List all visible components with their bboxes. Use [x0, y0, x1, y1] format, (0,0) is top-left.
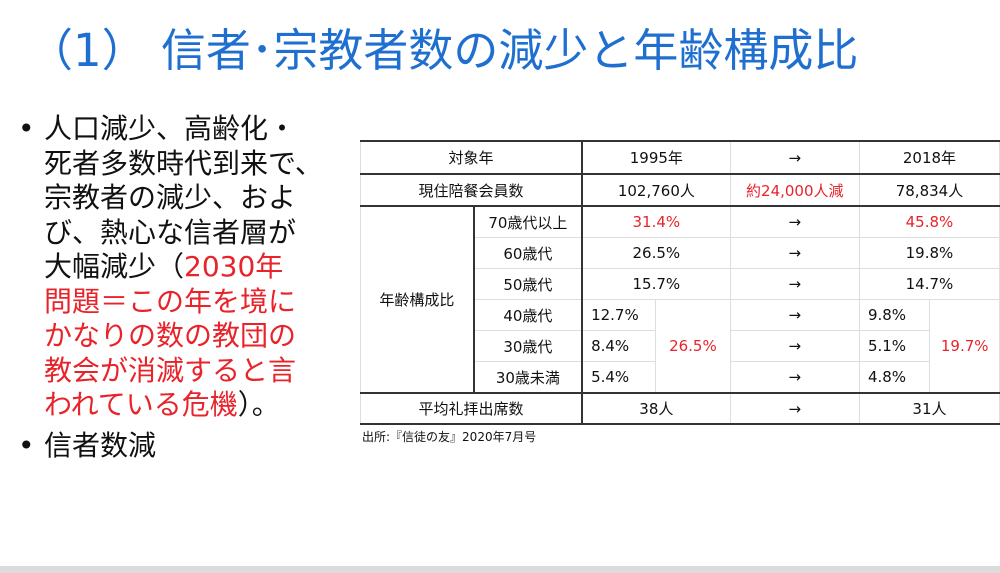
highlight-text: 2030年 — [184, 250, 284, 283]
bullet-line: 大幅減少（2030年 — [18, 250, 323, 285]
cell-2018: 78,834人 — [858, 173, 1000, 207]
table-header-row: 対象年 1995年 → 2018年 — [360, 140, 1000, 175]
cell-2018: 14.7% — [858, 268, 1000, 300]
highlight-line: かなりの数の教団の — [44, 319, 297, 352]
under50-total-1995: 26.5% — [655, 299, 731, 394]
cell-2018: 45.8% — [858, 205, 1000, 238]
bullet-line: び、熱心な信者層が — [44, 215, 297, 249]
arrow-cell: → — [729, 237, 860, 269]
cell-2018: 19.8% — [858, 237, 1000, 269]
bullet-line: 宗教者の減少、およ — [44, 181, 297, 214]
bullet-dot: • — [18, 112, 35, 145]
table-row: 40歳代 12.7% 26.5% → 9.8% 19.7% — [361, 299, 1000, 394]
bullet-text: 人口減少、高齢化・ — [44, 112, 297, 145]
bullet-line: 死者多数時代到来で、 — [44, 146, 323, 180]
header-1995: 1995年 — [581, 140, 731, 175]
bullet-line: われている危機）。 — [18, 388, 323, 423]
under50-total-2018: 19.7% — [929, 299, 1000, 394]
source-note: 出所:『信徒の友』2020年7月号 — [362, 430, 537, 444]
membership-table: 対象年 1995年 → 2018年 現住陪餐会員数 102,760人 約24,0… — [359, 140, 1000, 425]
cell-1995: 5.4% — [581, 361, 657, 394]
arrow-cell: → — [729, 205, 860, 238]
arrow-cell: → — [729, 392, 860, 425]
cell-2018: 9.8% — [858, 299, 931, 331]
header-arrow: → — [729, 140, 860, 175]
cell-1995: 8.4% — [581, 330, 657, 362]
arrow-cell: → — [729, 361, 860, 394]
row-label: 現住陪餐会員数 — [360, 173, 584, 207]
row-label: 平均礼拝出席数 — [360, 392, 584, 425]
table-row: 年齢構成比 70歳代以上 31.4% → 45.8% — [359, 205, 1000, 393]
table-row: 60歳代 26.5% → 19.8% — [361, 237, 1000, 269]
row-label: 60歳代 — [473, 237, 584, 269]
header-label: 対象年 — [360, 140, 584, 175]
cell-2018: 31人 — [858, 392, 1000, 425]
table-row: 50歳代 15.7% → 14.7% — [361, 268, 1000, 300]
row-label: 70歳代以上 — [473, 205, 584, 238]
table-row: 平均礼拝出席数 38人 → 31人 — [360, 392, 1000, 425]
header-2018: 2018年 — [858, 140, 1000, 175]
cell-1995: 38人 — [581, 392, 731, 425]
cell-1995: 12.7% — [581, 299, 657, 331]
cell-1995: 31.4% — [581, 205, 731, 238]
row-label: 30歳代 — [473, 330, 584, 362]
arrow-cell: → — [729, 268, 860, 300]
table-row: 30歳代 8.4% → 5.1% — [361, 330, 1000, 362]
row-label: 40歳代 — [473, 299, 584, 331]
bullet-line: • 信者数減 — [18, 429, 323, 464]
highlight-line: 問題＝この年を境に — [44, 284, 297, 318]
cell-2018: 4.8% — [858, 361, 931, 394]
bullet-line: • 人口減少、高齢化・ — [18, 112, 323, 147]
bullet-text: 信者数減 — [44, 428, 157, 462]
slide-title: （1） 信者･宗教者数の減少と年齢構成比 — [28, 24, 859, 77]
table-row: 現住陪餐会員数 102,760人 約24,000人減 78,834人 — [360, 173, 1000, 207]
cell-1995: 15.7% — [581, 268, 731, 300]
highlight-text: われている危機 — [44, 388, 238, 421]
cell-1995: 102,760人 — [581, 173, 731, 207]
bullet-list: • 人口減少、高齢化・ 死者多数時代到来で、 宗教者の減少、およ び、熱心な信者層… — [18, 112, 323, 463]
bullet-dot: • — [18, 428, 35, 462]
bottom-bar — [0, 566, 1000, 573]
highlight-line: 教会が消滅すると言 — [44, 353, 297, 387]
age-group-label: 年齢構成比 — [359, 205, 475, 393]
cell-2018: 5.1% — [858, 330, 931, 362]
bullet-text: 大幅減少（ — [44, 250, 185, 283]
row-label: 30歳未満 — [473, 361, 584, 394]
table-row: 30歳未満 5.4% → 4.8% — [361, 361, 1000, 394]
bullet-text: ）。 — [237, 388, 280, 421]
cell-1995: 26.5% — [581, 237, 731, 269]
arrow-cell: → — [729, 299, 860, 331]
change-cell: 約24,000人減 — [729, 173, 860, 207]
row-label: 50歳代 — [473, 268, 584, 300]
arrow-cell: → — [729, 330, 860, 362]
